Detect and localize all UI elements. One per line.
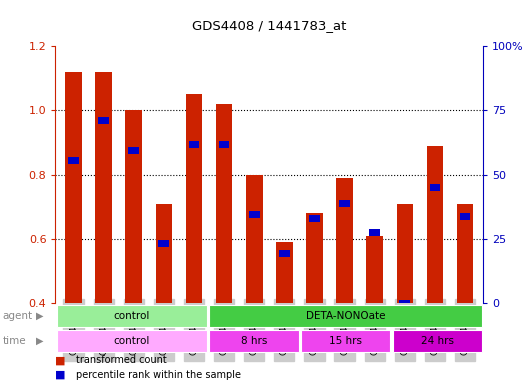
Bar [158,240,169,247]
Bar [186,94,202,303]
Text: 8 hrs: 8 hrs [241,336,267,346]
Text: ▶: ▶ [36,311,43,321]
Bar [128,147,139,154]
Bar [219,141,230,148]
Bar [98,117,109,124]
Bar [306,214,323,303]
Text: control: control [114,311,150,321]
Bar [366,236,383,303]
Bar [276,242,293,303]
Text: GDS4408 / 1441783_at: GDS4408 / 1441783_at [192,19,346,32]
Bar [216,104,232,303]
Bar [336,178,353,303]
Bar [369,229,380,236]
Bar [279,250,290,257]
Bar [126,111,142,303]
Bar [56,329,207,352]
Bar [156,204,172,303]
Bar [210,305,482,327]
Bar [427,146,443,303]
Bar [397,204,413,303]
Text: 15 hrs: 15 hrs [329,336,362,346]
Text: percentile rank within the sample: percentile rank within the sample [76,370,241,380]
Text: time: time [3,336,26,346]
Bar [188,141,200,148]
Bar [309,215,320,222]
Text: ▶: ▶ [36,336,43,346]
Bar [65,72,82,303]
Bar [96,72,112,303]
Bar [457,204,473,303]
Bar [68,157,79,164]
Text: transformed count: transformed count [76,355,166,365]
Bar [460,213,470,220]
Text: DETA-NONOate: DETA-NONOate [306,311,385,321]
Bar [249,211,260,218]
Bar [210,329,299,352]
Text: ■: ■ [55,355,66,365]
Text: control: control [114,336,150,346]
Bar [393,329,482,352]
Bar [399,300,410,307]
Bar [339,200,350,207]
Bar [430,184,440,191]
Bar [246,175,262,303]
Bar [56,305,207,327]
Text: agent: agent [3,311,33,321]
Text: 24 hrs: 24 hrs [421,336,454,346]
Text: ■: ■ [55,370,66,380]
Bar [301,329,390,352]
